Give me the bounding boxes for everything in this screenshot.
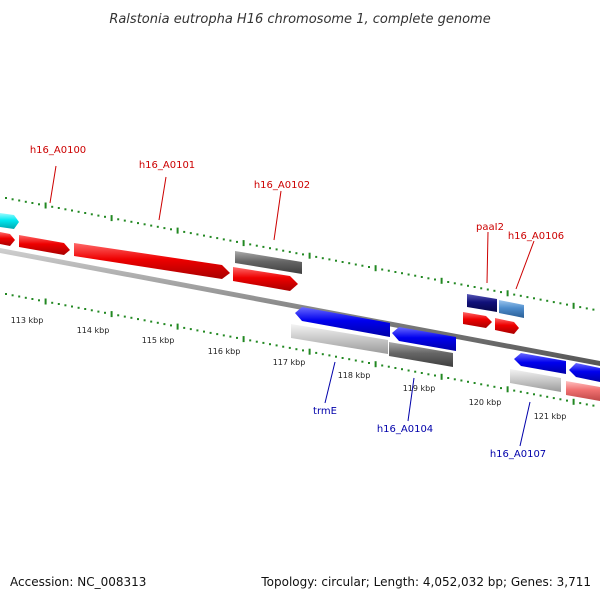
kbp-label-118: 118 kbp (338, 371, 371, 380)
gene-h16-A0101-arrow[interactable] (74, 243, 230, 279)
label-h16-A0106[interactable]: h16_A0106 (508, 231, 564, 242)
kbp-label-114: 114 kbp (77, 326, 110, 335)
gene-trmE-box[interactable] (291, 324, 388, 354)
gene-pink-box[interactable] (566, 381, 600, 401)
gene-cyan-partial[interactable] (0, 213, 19, 229)
gene-red-partial[interactable] (0, 232, 15, 246)
forward-genes (0, 213, 524, 334)
label-leader-lines (49, 165, 535, 447)
gene-blue-arrow-2[interactable] (392, 327, 456, 351)
forward-gene-labels: h16_A0100 h16_A0101 h16_A0102 paaI2 h16_… (30, 145, 564, 242)
label-h16-A0102[interactable]: h16_A0102 (254, 180, 310, 191)
label-h16-A0104[interactable]: h16_A0104 (377, 424, 433, 435)
gene-h16-A0100-arrow[interactable] (19, 235, 70, 255)
gene-h16-A0106-box[interactable] (499, 300, 524, 318)
gene-blue-arrow-4[interactable] (569, 363, 600, 382)
gene-blue-arrow-3[interactable] (514, 353, 566, 374)
accession-text: Accession: NC_008313 (10, 575, 146, 589)
kbp-label-120: 120 kbp (469, 398, 502, 407)
gene-h16-A0104-box[interactable] (389, 342, 453, 367)
forward-tick-track (5, 197, 595, 311)
gene-trmE-arrow[interactable] (295, 307, 390, 337)
kbp-label-117: 117 kbp (273, 358, 306, 367)
label-trmE[interactable]: trmE (313, 406, 337, 417)
label-paaI2[interactable]: paaI2 (476, 222, 504, 233)
gene-paaI2-box[interactable] (467, 294, 497, 312)
reverse-gene-labels: trmE h16_A0104 h16_A0107 (313, 406, 546, 460)
label-h16-A0101[interactable]: h16_A0101 (139, 160, 195, 171)
gene-h16-A0102-box[interactable] (235, 251, 302, 274)
kbp-label-119: 119 kbp (403, 384, 436, 393)
kbp-label-113: 113 kbp (11, 316, 44, 325)
kbp-scale-labels: 113 kbp 114 kbp 115 kbp 116 kbp 117 kbp … (11, 316, 567, 421)
genome-title: Ralstonia eutropha H16 chromosome 1, com… (109, 12, 490, 27)
kbp-label-121: 121 kbp (534, 412, 567, 421)
kbp-label-116: 116 kbp (208, 347, 241, 356)
gene-red-small-1[interactable] (463, 312, 492, 328)
gene-red-arrow-2[interactable] (233, 267, 298, 291)
kbp-label-115: 115 kbp (142, 336, 175, 345)
topology-text: Topology: circular; Length: 4,052,032 bp… (260, 575, 591, 589)
reverse-genes (291, 307, 600, 401)
label-h16-A0107[interactable]: h16_A0107 (490, 449, 546, 460)
reverse-tick-track (5, 293, 595, 407)
label-h16-A0100[interactable]: h16_A0100 (30, 145, 86, 156)
gene-h16-A0107-box[interactable] (510, 369, 561, 392)
gene-red-small-2[interactable] (495, 318, 519, 334)
